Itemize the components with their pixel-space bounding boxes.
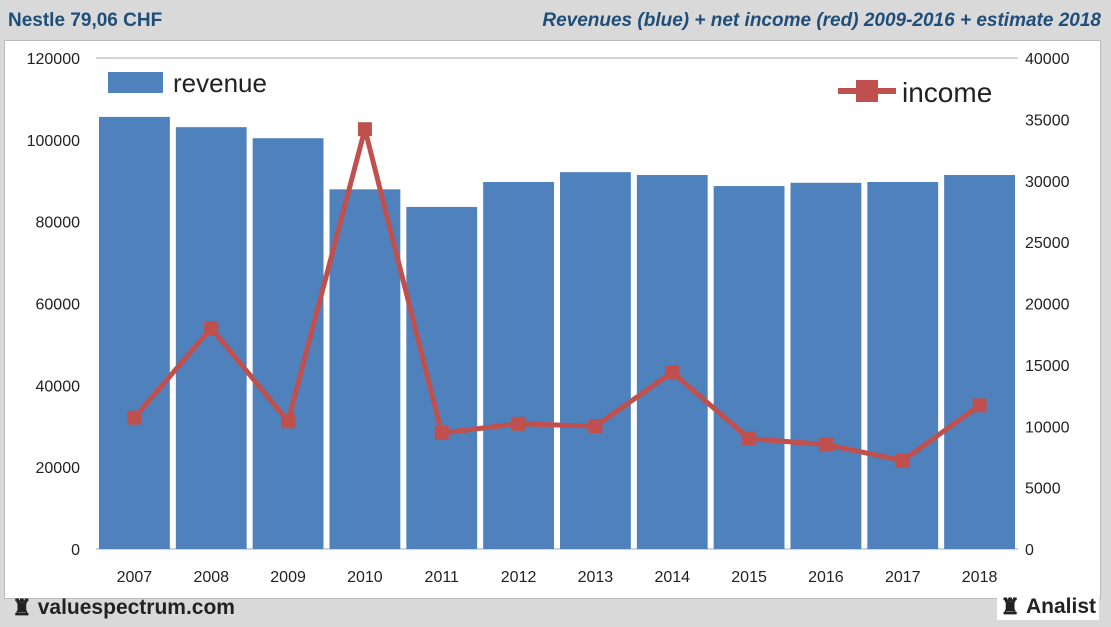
y-right-tick-label: 35000 [1025,112,1070,129]
y-right-tick-label: 30000 [1025,174,1070,191]
income-marker [818,437,833,452]
x-tick-label: 2017 [885,569,921,586]
income-marker [742,431,757,446]
revenue-bar [483,181,554,550]
income-marker [895,453,910,468]
y-right-tick-label: 5000 [1025,481,1061,498]
footer-brand: ♜ valuespectrum.com [12,595,235,621]
y-left-tick-label: 40000 [36,378,81,395]
revenue-bar [329,189,401,549]
income-marker [434,426,449,441]
x-tick-label: 2014 [654,569,690,586]
income-marker [588,419,603,434]
y-left-tick-label: 120000 [27,51,80,68]
income-marker [511,416,526,431]
x-tick-label: 2010 [347,569,383,586]
chart-title-left: Nestle 79,06 CHF [8,10,163,31]
y-left-tick-label: 80000 [36,215,81,232]
x-tick-label: 2011 [425,569,460,586]
revenue-bar [790,182,862,549]
revenue-bar [406,206,478,550]
income-marker [204,321,219,336]
y-left-tick-label: 100000 [27,133,80,150]
rook-icon: ♜ [12,595,32,620]
legend-revenue-swatch [108,72,163,93]
revenue-bar [636,175,708,549]
revenue-bar [944,175,1015,549]
x-tick-label: 2008 [193,569,229,586]
x-tick-label: 2018 [962,569,998,586]
revenue-bar [560,172,631,549]
income-marker [357,122,372,137]
y-left-tick-label: 20000 [36,460,81,477]
legend-income-label: income [902,77,992,108]
x-tick-label: 2009 [270,569,306,586]
y-right-tick-label: 25000 [1025,235,1070,252]
revenue-bar [175,127,247,549]
y-right-tick-label: 40000 [1025,51,1070,68]
x-tick-label: 2013 [578,569,614,586]
y-left-tick-label: 0 [71,542,80,559]
x-tick-label: 2007 [117,569,153,586]
x-tick-label: 2012 [501,569,537,586]
legend-revenue-label: revenue [173,68,267,98]
revenue-bar [99,116,170,550]
footer-analist-label: Analist [1025,595,1096,618]
revenue-bar [867,181,939,550]
footer-site: valuespectrum.com [37,596,235,619]
x-tick-label: 2016 [808,569,844,586]
y-right-tick-label: 15000 [1025,358,1070,375]
y-right-tick-label: 0 [1025,542,1034,559]
y-right-tick-label: 10000 [1025,419,1070,436]
income-marker [972,398,987,413]
x-tick-label: 2015 [731,569,767,586]
income-line [132,128,982,464]
rook-icon: ♜ [1000,594,1020,619]
income-marker [665,365,680,380]
revenue-bar [713,186,785,550]
y-left-tick-label: 60000 [36,297,81,314]
revenue-bar [252,138,324,550]
income-marker [281,414,296,429]
chart-title-right: Revenues (blue) + net income (red) 2009-… [542,10,1101,31]
y-right-tick-label: 20000 [1025,297,1070,314]
footer-analist: ♜ Analist [997,594,1099,620]
legend-income-marker [856,80,878,102]
income-marker [127,410,142,425]
